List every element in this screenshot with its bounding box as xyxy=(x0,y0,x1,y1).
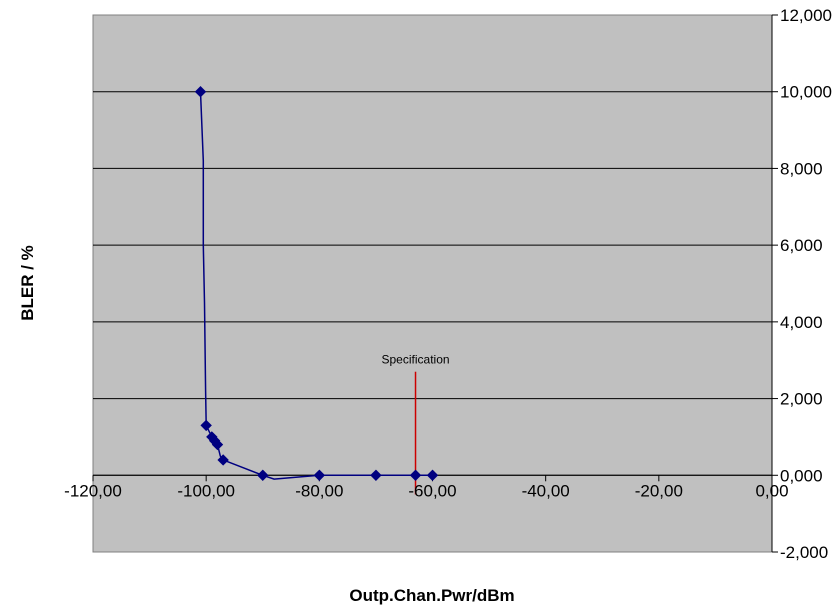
data-point xyxy=(370,469,382,481)
x-tick-label: -40,00 xyxy=(522,481,570,500)
y-tick-label: 10,000 xyxy=(780,83,832,102)
x-axis-title: Outp.Chan.Pwr/dBm xyxy=(349,586,514,605)
data-point xyxy=(194,86,207,98)
data-point xyxy=(313,469,326,481)
x-tick-label: -100,00 xyxy=(177,481,235,500)
data-point xyxy=(217,454,229,466)
y-tick-label: 4,000 xyxy=(780,313,823,332)
y-axis-title: BLER / % xyxy=(18,245,37,321)
y-tick-label: 0,000 xyxy=(780,466,823,485)
data-point xyxy=(200,419,212,432)
data-series xyxy=(194,86,439,481)
data-point xyxy=(426,469,439,481)
x-tick-label: -20,00 xyxy=(635,481,683,500)
y-tick-label: 12,000 xyxy=(780,6,832,25)
data-point xyxy=(409,469,422,481)
data-point xyxy=(257,469,269,481)
specification-label: Specification xyxy=(382,353,450,367)
y-tick-label: 8,000 xyxy=(780,159,823,178)
plot-area xyxy=(92,14,773,553)
y-tick-label: -2,000 xyxy=(780,543,828,562)
x-tick-label: 0,00 xyxy=(755,481,788,500)
x-tick-label: -120,00 xyxy=(64,481,122,500)
y-tick-label: 2,000 xyxy=(780,390,823,409)
y-tick-label: 6,000 xyxy=(780,236,823,255)
data-point xyxy=(211,438,224,451)
x-tick-label: -60,00 xyxy=(408,481,456,500)
x-tick-label: -80,00 xyxy=(295,481,343,500)
tick-labels: -2,000 0,000 2,000 4,000 6,000 8,000 10,000 12,… xyxy=(64,6,832,562)
